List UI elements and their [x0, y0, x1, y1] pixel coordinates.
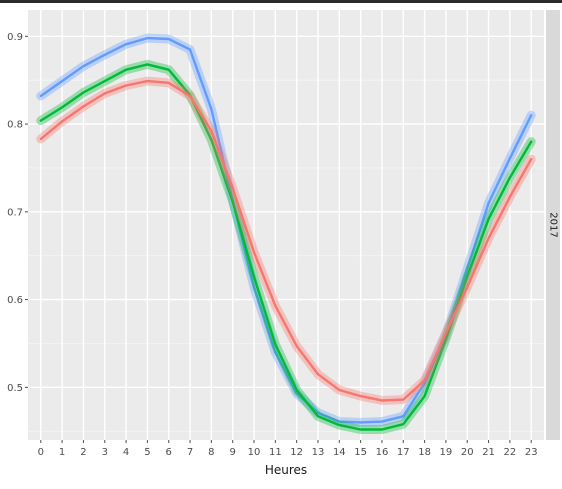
x-tick-label: 5 — [144, 447, 150, 458]
series-3-line — [39, 79, 533, 402]
x-tick-label: 15 — [354, 447, 367, 458]
facet-strip-label: 2017 — [548, 212, 559, 237]
x-tick-label: 6 — [166, 447, 172, 458]
x-tick-label: 8 — [208, 447, 214, 458]
series-2-line — [39, 63, 533, 431]
x-tick-label: 1 — [59, 447, 65, 458]
x-tick-label: 14 — [333, 447, 346, 458]
series-layer — [36, 33, 536, 434]
x-tick-label: 18 — [418, 447, 431, 458]
minor-gridlines — [28, 79, 544, 432]
x-tick-label: 23 — [525, 447, 538, 458]
x-tick-label: 9 — [230, 447, 236, 458]
facet-strip — [546, 10, 560, 440]
y-tick-label: 0.6 — [7, 295, 23, 306]
x-tick-label: 11 — [269, 447, 282, 458]
x-axis-title: Heures — [265, 463, 307, 477]
y-tick-label: 0.8 — [7, 120, 23, 131]
x-tick-label: 22 — [504, 447, 517, 458]
x-tick-label: 10 — [248, 447, 261, 458]
x-tick-label: 17 — [397, 447, 410, 458]
top-border — [0, 0, 562, 3]
x-tick-label: 16 — [376, 447, 389, 458]
x-tick-label: 20 — [461, 447, 474, 458]
x-axis: 0 1 2 3 4 5 6 7 8 9 10 11 12 13 14 15 16 17 18 19 20 21 22 23 — [38, 440, 538, 458]
y-tick-label: 0.7 — [7, 207, 23, 218]
x-tick-label: 2 — [80, 447, 86, 458]
x-tick-label: 0 — [38, 447, 44, 458]
x-tick-label: 19 — [440, 447, 453, 458]
x-tick-label: 3 — [102, 447, 108, 458]
y-tick-label: 0.5 — [7, 383, 23, 394]
x-tick-label: 13 — [312, 447, 325, 458]
x-tick-label: 21 — [482, 447, 495, 458]
y-tick-label: 0.9 — [7, 32, 23, 43]
y-axis: 0.5 0.6 0.7 0.8 0.9 — [7, 32, 28, 394]
x-tick-label: 7 — [187, 447, 193, 458]
x-tick-label: 12 — [290, 447, 303, 458]
x-tick-label: 4 — [123, 447, 129, 458]
